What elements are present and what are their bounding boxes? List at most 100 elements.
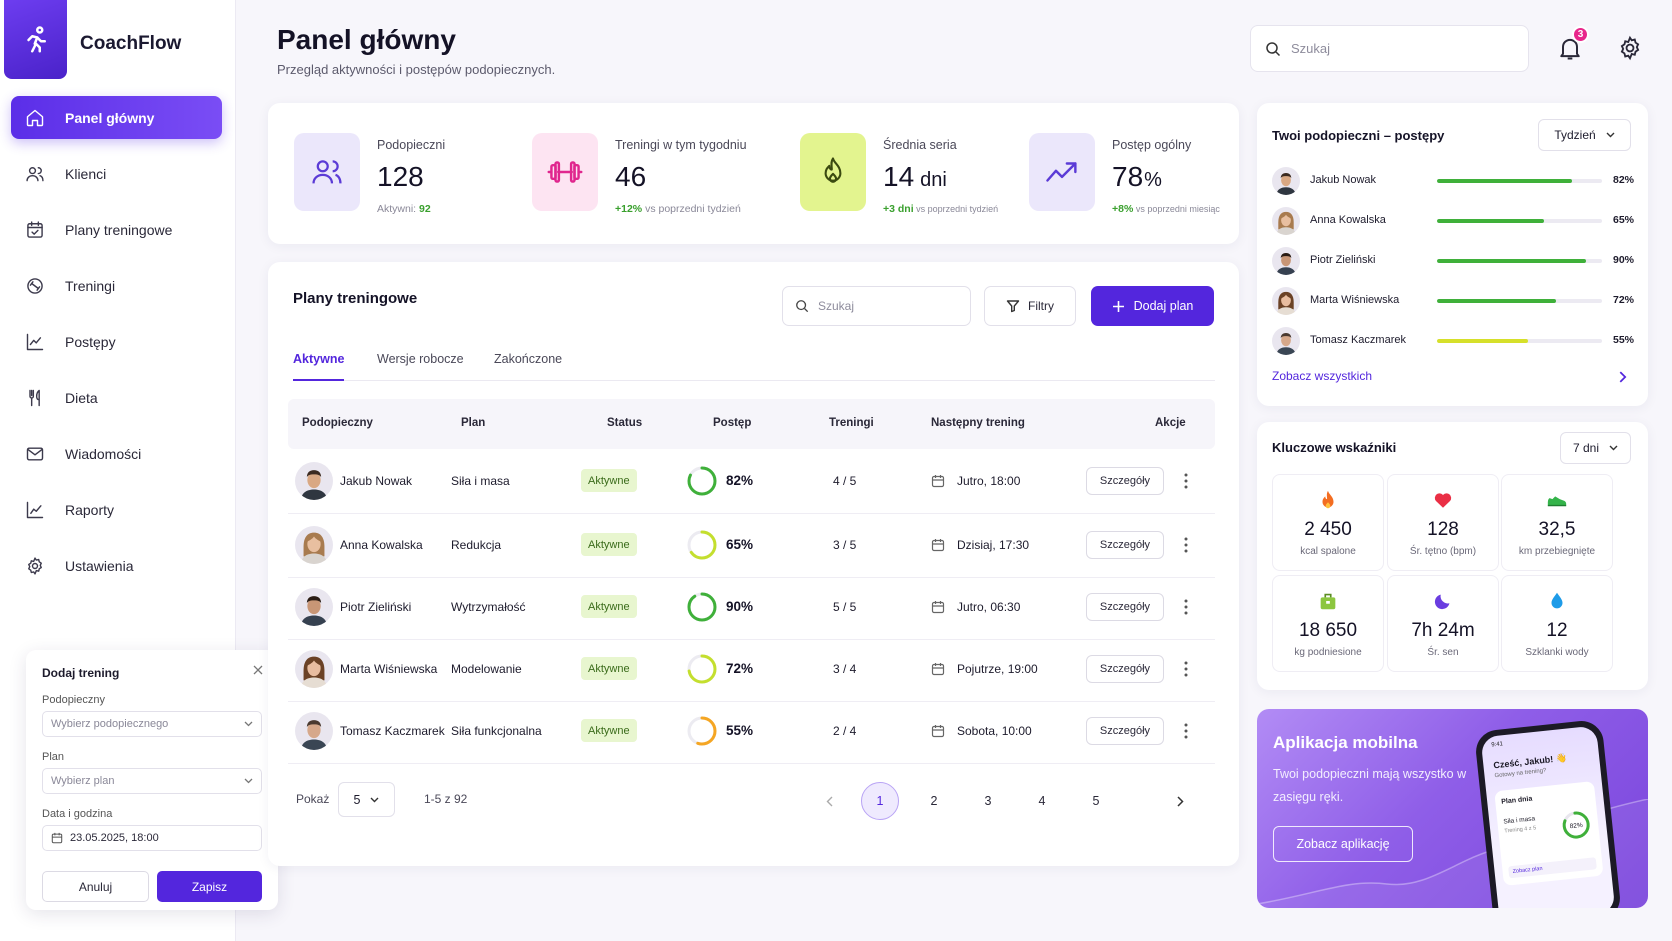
sidebar-item-calendar-check[interactable]: Plany treningowe bbox=[11, 208, 222, 251]
table-row[interactable]: Jakub Nowak Siła i masa Aktywne 82% 4 / 5 Jut… bbox=[288, 449, 1215, 514]
more-vertical-icon[interactable] bbox=[1182, 598, 1190, 616]
sidebar-item-mail[interactable]: Wiadomości bbox=[11, 432, 222, 475]
date-input[interactable]: 23.05.2025, 18:00 bbox=[42, 825, 262, 851]
more-vertical-icon[interactable] bbox=[1182, 472, 1190, 490]
chevron-right-icon[interactable] bbox=[1618, 371, 1628, 383]
key-indicators-card: Kluczowe wskaźniki 7 dni 2 450 kcal spalo… bbox=[1257, 422, 1648, 690]
sidebar-item-chart-line[interactable]: Postępy bbox=[11, 320, 222, 363]
progress-percent: 65% bbox=[726, 537, 754, 552]
moon-icon bbox=[1434, 594, 1450, 610]
sidebar-item-label: Treningi bbox=[65, 277, 116, 294]
save-button[interactable]: Zapisz bbox=[157, 871, 262, 902]
stat-footnote: Aktywni: 92 bbox=[377, 203, 431, 215]
gear-icon[interactable] bbox=[1617, 35, 1643, 61]
status-badge: Aktywne bbox=[581, 595, 637, 618]
column-trainings: Treningi bbox=[829, 417, 874, 429]
sidebar-item-home[interactable]: Panel główny bbox=[11, 96, 222, 139]
trainings-count: 5 / 5 bbox=[833, 600, 857, 614]
kpi-value: 128 bbox=[1427, 519, 1459, 540]
filter-button[interactable]: Filtry bbox=[984, 286, 1076, 326]
plans-search-input[interactable]: Szukaj bbox=[782, 286, 971, 326]
next-page-button[interactable] bbox=[1161, 782, 1199, 820]
details-button[interactable]: Szczegóły bbox=[1086, 717, 1164, 745]
kpi-tile[interactable]: 12 Szklanki wody bbox=[1501, 575, 1613, 672]
table-row[interactable]: Anna Kowalska Redukcja Aktywne 65% 3 / 5 Dzis… bbox=[288, 513, 1215, 578]
table-row[interactable]: Marta Wiśniewska Modelowanie Aktywne 72% 3 /… bbox=[288, 637, 1215, 702]
stat-unit: dni bbox=[920, 169, 947, 191]
client-progress-row[interactable]: Marta Wiśniewska 72% bbox=[1272, 286, 1634, 316]
see-all-link[interactable]: Zobacz wszystkich bbox=[1272, 369, 1373, 383]
details-button[interactable]: Szczegóły bbox=[1086, 593, 1164, 621]
avatar bbox=[295, 712, 333, 750]
stat-label: Podopieczni bbox=[377, 138, 446, 152]
home-icon bbox=[26, 109, 44, 126]
trainings-count: 4 / 5 bbox=[833, 474, 857, 488]
sidebar-item-fork-knife[interactable]: Dieta bbox=[11, 376, 222, 419]
sidebar-item-report-chart[interactable]: Raporty bbox=[11, 488, 222, 531]
tab-active[interactable]: Aktywne bbox=[293, 352, 345, 381]
weight-bag-icon bbox=[1320, 593, 1336, 610]
client-select[interactable]: Wybierz podopiecznego bbox=[42, 711, 262, 737]
details-button[interactable]: Szczegóły bbox=[1086, 531, 1164, 559]
page-size-select[interactable]: 5 bbox=[338, 782, 395, 817]
sidebar-item-dumbbell[interactable]: Treningi bbox=[11, 264, 222, 307]
sidebar-item-label: Wiadomości bbox=[65, 445, 142, 462]
prev-page-button[interactable] bbox=[810, 782, 848, 820]
kpi-period-select[interactable]: 7 dni bbox=[1560, 432, 1631, 464]
sidebar-item-gear[interactable]: Ustawienia bbox=[11, 544, 222, 587]
heart-icon bbox=[1434, 493, 1452, 508]
logo[interactable] bbox=[4, 0, 67, 79]
more-vertical-icon[interactable] bbox=[1182, 722, 1190, 740]
details-button[interactable]: Szczegóły bbox=[1086, 655, 1164, 683]
cancel-button[interactable]: Anuluj bbox=[42, 871, 149, 902]
avatar bbox=[1272, 247, 1300, 275]
client-name: Tomasz Kaczmarek bbox=[1310, 334, 1406, 346]
more-vertical-icon[interactable] bbox=[1182, 660, 1190, 678]
plans-title: Plany treningowe bbox=[293, 290, 418, 307]
status-badge: Aktywne bbox=[581, 719, 637, 742]
date-label: Data i godzina bbox=[42, 808, 113, 820]
column-next-training: Następny trening bbox=[931, 417, 1025, 429]
more-vertical-icon[interactable] bbox=[1182, 536, 1190, 554]
client-progress-row[interactable]: Tomasz Kaczmarek 55% bbox=[1272, 326, 1634, 356]
sidebar-item-users[interactable]: Klienci bbox=[11, 152, 222, 195]
see-app-button[interactable]: Zobacz aplikację bbox=[1273, 826, 1413, 862]
table-row[interactable]: Piotr Zieliński Wytrzymałość Aktywne 90% 5 /… bbox=[288, 575, 1215, 640]
chevron-down-icon bbox=[1606, 132, 1615, 138]
plan-tabs: Aktywne Wersje robocze Zakończone bbox=[293, 340, 1215, 381]
client-name: Marta Wiśniewska bbox=[1310, 294, 1400, 306]
kpi-tile[interactable]: 128 Śr. tętno (bpm) bbox=[1387, 474, 1499, 571]
add-training-card: Dodaj trening Podopieczny Wybierz podopi… bbox=[26, 650, 278, 910]
close-icon[interactable] bbox=[252, 664, 264, 676]
calendar-icon bbox=[931, 663, 945, 676]
kpi-tile[interactable]: 18 650 kg podniesione bbox=[1272, 575, 1384, 672]
bell-icon[interactable] bbox=[1556, 34, 1584, 62]
gear-icon bbox=[28, 556, 42, 575]
kpi-tile[interactable]: 7h 24m Śr. sen bbox=[1387, 575, 1499, 672]
calendar-check-icon bbox=[27, 220, 43, 238]
kpi-tile[interactable]: 2 450 kcal spalone bbox=[1272, 474, 1384, 571]
client-progress-row[interactable]: Piotr Zieliński 90% bbox=[1272, 246, 1634, 276]
page-button-2[interactable]: 2 bbox=[930, 794, 938, 808]
trainings-count: 3 / 4 bbox=[833, 662, 857, 676]
page-button-4[interactable]: 4 bbox=[1038, 794, 1046, 808]
details-button[interactable]: Szczegóły bbox=[1086, 467, 1164, 495]
add-plan-button[interactable]: Dodaj plan bbox=[1091, 286, 1214, 326]
water-drop-icon bbox=[1551, 592, 1563, 609]
kpi-tile[interactable]: 32,5 km przebiegnięte bbox=[1501, 474, 1613, 571]
next-training: Jutro, 06:30 bbox=[957, 600, 1021, 614]
page-button-5[interactable]: 5 bbox=[1092, 794, 1100, 808]
client-progress-row[interactable]: Anna Kowalska 65% bbox=[1272, 206, 1634, 236]
tab-drafts[interactable]: Wersje robocze bbox=[377, 352, 464, 366]
client-progress-row[interactable]: Jakub Nowak 82% bbox=[1272, 166, 1634, 196]
chevron-down-icon bbox=[1609, 445, 1618, 451]
tab-finished[interactable]: Zakończone bbox=[494, 352, 563, 366]
period-select[interactable]: Tydzień bbox=[1538, 119, 1631, 151]
page-button-3[interactable]: 3 bbox=[984, 794, 992, 808]
search-input[interactable]: Szukaj bbox=[1250, 25, 1529, 72]
chevron-right-icon bbox=[1176, 795, 1184, 807]
page-button-1[interactable]: 1 bbox=[861, 782, 899, 820]
dumbbell-icon bbox=[532, 133, 598, 211]
table-row[interactable]: Tomasz Kaczmarek Siła funkcjonalna Aktywne… bbox=[288, 699, 1215, 764]
plan-select[interactable]: Wybierz plan bbox=[42, 768, 262, 794]
